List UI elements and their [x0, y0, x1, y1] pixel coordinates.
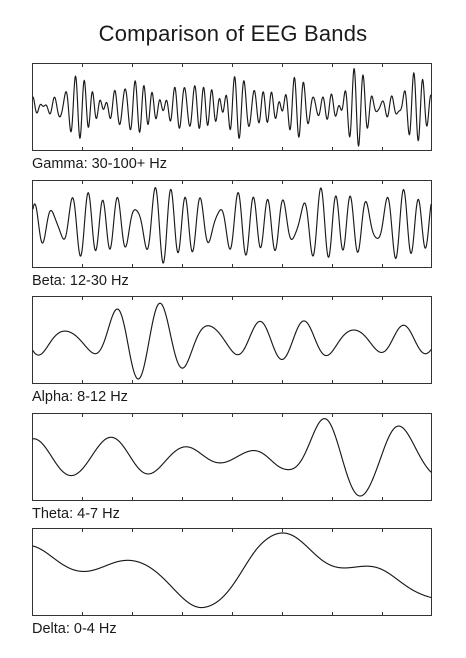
alpha-waveform	[32, 302, 432, 380]
theta-plot	[32, 413, 432, 501]
gamma-plot	[32, 63, 432, 151]
theta-label: Theta: 4-7 Hz	[32, 506, 120, 522]
chart-title: Comparison of EEG Bands	[98, 21, 368, 46]
theta-waveform	[32, 418, 432, 497]
delta-waveform	[32, 532, 432, 609]
beta-panel: Beta: 12-30 Hz	[32, 180, 432, 289]
delta-panel: Delta: 0-4 Hz	[32, 528, 432, 637]
gamma-panel: Gamma: 30-100+ Hz	[32, 63, 432, 172]
gamma-waveform	[32, 67, 432, 147]
gamma-label: Gamma: 30-100+ Hz	[32, 156, 167, 172]
plot-frame	[32, 528, 432, 616]
delta-plot	[32, 528, 432, 616]
theta-panel: Theta: 4-7 Hz	[32, 413, 432, 522]
beta-waveform	[32, 187, 432, 264]
alpha-panel: Alpha: 8-12 Hz	[32, 296, 432, 405]
beta-plot	[32, 180, 432, 268]
plot-frame	[32, 296, 432, 384]
delta-label: Delta: 0-4 Hz	[32, 621, 117, 637]
beta-label: Beta: 12-30 Hz	[32, 273, 129, 289]
plot-frame	[32, 413, 432, 501]
alpha-plot	[32, 296, 432, 384]
alpha-label: Alpha: 8-12 Hz	[32, 389, 128, 405]
